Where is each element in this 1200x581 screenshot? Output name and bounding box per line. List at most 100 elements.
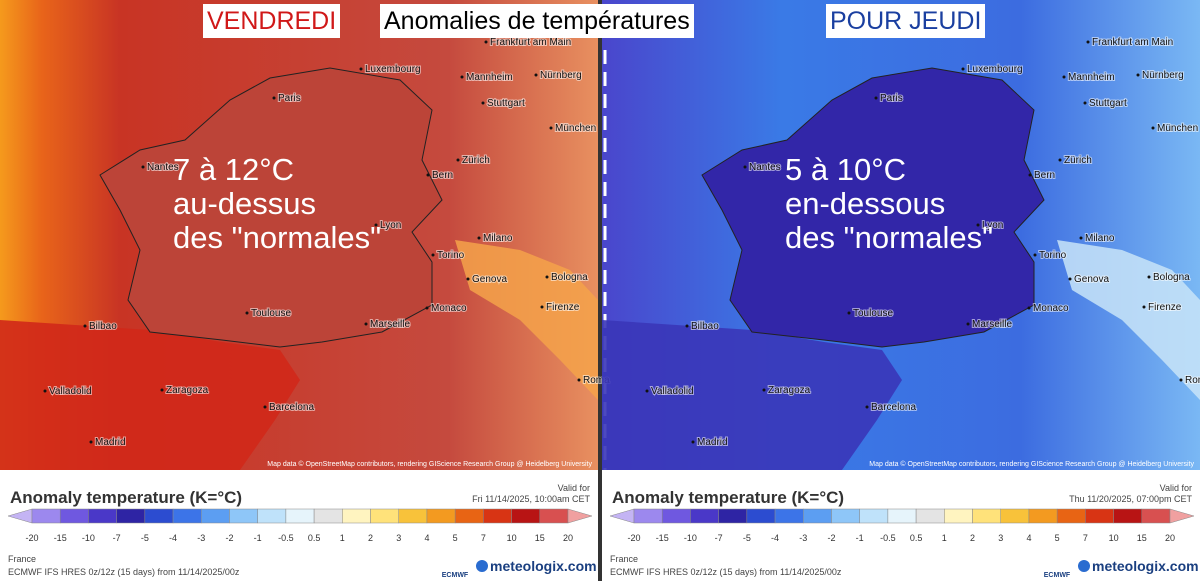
city-label: Nantes — [147, 162, 179, 173]
city-label: Valladolid — [651, 386, 694, 397]
scale-box — [774, 508, 804, 524]
legend-title: Anomaly temperature (K=°C) — [612, 488, 844, 507]
city-dot — [874, 96, 878, 100]
city-dot — [466, 277, 470, 281]
scale-label: 5 — [453, 533, 458, 543]
scale-box — [661, 508, 691, 524]
city-dot — [160, 388, 164, 392]
scale-box — [1085, 508, 1114, 524]
city-dot — [534, 73, 538, 77]
scale-box — [1028, 508, 1058, 524]
city-label: Zürich — [462, 155, 490, 166]
scale-box — [88, 508, 117, 524]
scale-box — [746, 508, 776, 524]
city-dot — [865, 405, 869, 409]
city-dot — [83, 324, 87, 328]
city-dot — [141, 165, 145, 169]
city-label: Genova — [1074, 274, 1109, 285]
city-dot — [762, 388, 766, 392]
scale-box — [313, 508, 343, 524]
city-label: München — [555, 123, 596, 134]
left-day-label: VENDREDI — [203, 4, 341, 38]
scale-box — [172, 508, 202, 524]
scale-box — [483, 508, 512, 524]
valid-label: Valid for — [1160, 483, 1192, 493]
scale-label: 7 — [1083, 533, 1088, 543]
city-label: Bern — [432, 170, 453, 181]
city-label: Stuttgart — [1089, 98, 1127, 109]
city-label: Barcelona — [871, 402, 916, 413]
city-label: Torino — [437, 250, 465, 261]
city-label: Milano — [1085, 233, 1115, 244]
scale-label: -2 — [225, 533, 233, 543]
scale-label: -1 — [856, 533, 864, 543]
city-dot — [484, 40, 488, 44]
land-france — [99, 67, 443, 348]
city-label: Zaragoza — [768, 385, 811, 396]
city-label: Nantes — [749, 162, 781, 173]
scale-label: -10 — [82, 533, 95, 543]
scale-label: -7 — [113, 533, 121, 543]
scale-label: 0.5 — [910, 533, 923, 543]
city-label: Nürnberg — [540, 70, 582, 81]
city-label: Monaco — [1033, 303, 1069, 314]
city-dot — [976, 223, 980, 227]
city-dot — [545, 275, 549, 279]
overlay-text: en-dessous — [785, 186, 945, 221]
city-label: Nürnberg — [1142, 70, 1184, 81]
brand: meteologix.com — [490, 558, 597, 574]
city-label: Lyon — [380, 220, 401, 231]
city-label: Madrid — [697, 437, 728, 448]
city-dot — [460, 75, 464, 79]
city-label: Zaragoza — [166, 385, 209, 396]
scale-label: 0.5 — [308, 533, 321, 543]
scale-label: -0.5 — [278, 533, 294, 543]
scale-box — [229, 508, 258, 524]
city-dot — [691, 440, 695, 444]
city-dot — [245, 311, 249, 315]
city-label: Mannheim — [1068, 72, 1115, 83]
scale-box — [539, 508, 569, 524]
scale-box — [887, 508, 917, 524]
city-dot — [263, 405, 267, 409]
scale-label: -4 — [169, 533, 177, 543]
city-label: Madrid — [95, 437, 126, 448]
city-label: Bern — [1034, 170, 1055, 181]
city-dot — [425, 306, 429, 310]
scale-label: -1 — [254, 533, 262, 543]
scale-label: -3 — [197, 533, 205, 543]
scale-box — [1000, 508, 1030, 524]
city-dot — [1086, 40, 1090, 44]
scale-box — [144, 508, 174, 524]
city-dot — [1083, 101, 1087, 105]
city-dot — [431, 253, 435, 257]
scale-label: 15 — [1137, 533, 1147, 543]
city-label: Monaco — [431, 303, 467, 314]
scale-box — [511, 508, 541, 524]
scale-box — [398, 508, 428, 524]
overlay-text: 7 à 12°C — [173, 152, 294, 187]
scale-box — [370, 508, 399, 524]
scale-label: 5 — [1055, 533, 1060, 543]
city-label: Valladolid — [49, 386, 92, 397]
city-dot — [540, 305, 544, 309]
scale-label: -10 — [684, 533, 697, 543]
scale-box — [31, 508, 61, 524]
brand: meteologix.com — [1092, 558, 1199, 574]
scale-label: -20 — [627, 533, 640, 543]
city-label: Stuttgart — [487, 98, 525, 109]
scale-label: 3 — [396, 533, 401, 543]
city-dot — [43, 389, 47, 393]
city-dot — [1058, 158, 1062, 162]
scale-label: -0.5 — [880, 533, 896, 543]
city-dot — [1079, 236, 1083, 240]
land-iberia — [0, 320, 300, 470]
scale-label: 4 — [1026, 533, 1031, 543]
city-dot — [1179, 378, 1183, 382]
city-dot — [1151, 126, 1155, 130]
city-dot — [549, 126, 553, 130]
valid-date: Fri 11/14/2025, 10:00am CET — [472, 494, 590, 504]
legend-bg — [602, 470, 1200, 581]
scale-box — [1141, 508, 1171, 524]
scale-label: -20 — [25, 533, 38, 543]
